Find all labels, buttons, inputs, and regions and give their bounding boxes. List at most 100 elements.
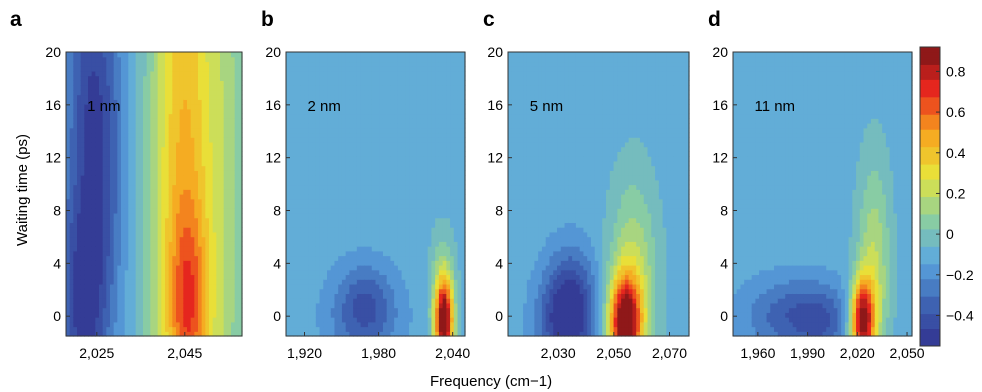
heatmap-cell <box>319 151 324 157</box>
heatmap-cell <box>401 170 406 176</box>
heatmap-cell <box>95 165 100 171</box>
heatmap-cell <box>139 203 144 209</box>
heatmap-cell <box>338 156 343 162</box>
heatmap-cell <box>201 288 206 294</box>
heatmap-cell <box>368 108 373 115</box>
heatmap-cell <box>190 317 195 323</box>
heatmap-cell <box>304 293 309 299</box>
heatmap-cell <box>95 52 100 58</box>
heatmap-cell <box>409 241 414 247</box>
heatmap-cell <box>117 118 122 124</box>
heatmap-cell <box>66 203 71 209</box>
heatmap-cell <box>412 85 418 91</box>
heatmap-cell <box>390 99 395 105</box>
heatmap-cell <box>80 127 85 134</box>
heatmap-cell <box>349 241 354 247</box>
heatmap-cell <box>409 170 414 176</box>
heatmap-cell <box>379 326 384 332</box>
heatmap-cell <box>234 250 239 257</box>
heatmap-cell <box>77 156 82 162</box>
heatmap-cell <box>179 61 184 67</box>
heatmap-cell <box>205 132 210 138</box>
heatmap-cell <box>135 80 140 86</box>
heatmap-cell <box>315 75 321 81</box>
heatmap-cell <box>187 198 192 205</box>
heatmap-cell <box>386 241 392 247</box>
heatmap-cell <box>124 203 129 209</box>
heatmap-cell <box>106 293 111 299</box>
heatmap-cell <box>146 99 151 105</box>
heatmap-cell <box>334 255 339 261</box>
heatmap-cell <box>286 66 291 72</box>
heatmap-cell <box>128 165 133 171</box>
heatmap-cell <box>212 175 217 181</box>
heatmap-cell <box>102 132 107 138</box>
heatmap-cell <box>327 94 332 100</box>
heatmap-cell <box>187 179 192 186</box>
heatmap-cell <box>146 260 151 266</box>
heatmap-cell <box>338 274 343 280</box>
heatmap-cell <box>312 175 317 181</box>
heatmap-cell <box>165 260 170 266</box>
heatmap-cell <box>121 85 126 91</box>
heatmap-cell <box>338 265 343 271</box>
heatmap-cell <box>95 94 100 100</box>
heatmap-cell <box>161 231 166 238</box>
heatmap-cell <box>117 99 122 105</box>
heatmap-cell <box>209 75 214 81</box>
heatmap-cell <box>401 118 406 124</box>
heatmap-cell <box>117 265 122 271</box>
heatmap-cell <box>205 160 210 167</box>
heatmap-cell <box>124 198 129 205</box>
heatmap-cell <box>179 331 184 337</box>
heatmap-cell <box>297 127 302 134</box>
heatmap-cell <box>124 184 129 190</box>
heatmap-cell <box>334 222 339 228</box>
heatmap-cell <box>102 236 107 242</box>
heatmap-cell <box>401 217 406 223</box>
heatmap-cell <box>84 246 89 252</box>
heatmap-cell <box>176 250 181 257</box>
heatmap-cell <box>220 165 225 171</box>
heatmap-cell <box>394 61 399 67</box>
heatmap-cell <box>349 194 354 200</box>
heatmap-cell <box>297 302 302 309</box>
heatmap-cell <box>183 194 188 200</box>
heatmap-cell <box>227 118 232 124</box>
heatmap-cell <box>300 85 306 91</box>
heatmap-cell <box>349 231 354 238</box>
heatmap-cell <box>161 317 166 323</box>
heatmap-cell <box>349 326 354 332</box>
heatmap-cell <box>297 312 302 318</box>
heatmap-cell <box>73 132 78 138</box>
heatmap-cell <box>88 156 93 162</box>
heatmap-cell <box>315 189 321 195</box>
heatmap-cell <box>80 89 85 96</box>
heatmap-cell <box>379 269 384 276</box>
heatmap-cell <box>176 265 181 271</box>
heatmap-cell <box>330 156 336 162</box>
heatmap-cell <box>121 132 126 138</box>
heatmap-cell <box>312 156 317 162</box>
heatmap-cell <box>286 283 291 290</box>
heatmap-cell <box>77 293 82 299</box>
heatmap-cell <box>300 165 306 171</box>
heatmap-cell <box>297 108 302 115</box>
heatmap-cell <box>327 99 332 105</box>
heatmap-cell <box>176 165 181 171</box>
heatmap-cell <box>77 146 82 152</box>
heatmap-cell <box>143 274 148 280</box>
heatmap-cell <box>198 70 203 77</box>
heatmap-cell <box>190 293 195 299</box>
heatmap-cell <box>297 179 302 186</box>
heatmap-cell <box>231 151 236 157</box>
heatmap-cell <box>99 321 104 328</box>
heatmap-cell <box>69 260 74 266</box>
heatmap-cell <box>165 241 170 247</box>
heatmap-cell <box>315 288 321 294</box>
heatmap-cell <box>238 250 243 257</box>
heatmap-cell <box>356 89 362 96</box>
heatmap-cell <box>176 189 181 195</box>
heatmap-cell <box>379 274 384 280</box>
